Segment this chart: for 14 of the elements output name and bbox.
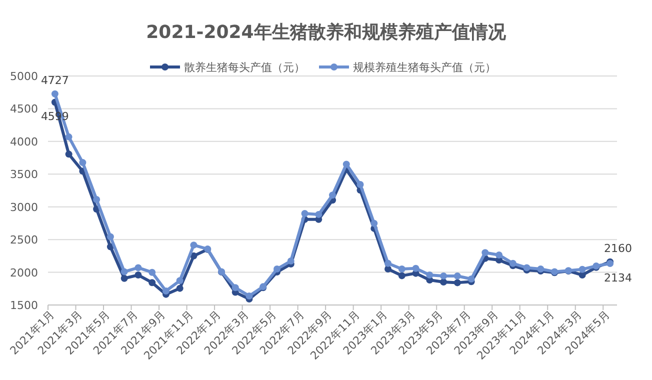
y-tick-label: 3500: [10, 168, 38, 182]
y-tick-label: 1500: [10, 299, 38, 312]
y-tick-label: 2500: [10, 234, 38, 247]
data-label: 2160: [604, 242, 632, 255]
y-tick-label: 4000: [10, 135, 38, 148]
chart-title: 2021-2024年生猪散养和规模养殖产值情况: [146, 22, 507, 43]
legend-label: 散养生猪每头产值（元）: [184, 61, 305, 74]
data-label: 2134: [604, 272, 632, 285]
y-tick-label: 4500: [10, 102, 38, 116]
y-tick-label: 5000: [10, 70, 38, 83]
y-tick-label: 3000: [10, 200, 38, 214]
data-label: 4727: [40, 74, 69, 87]
legend-label: 规模养殖生猪每头产值（元）: [353, 61, 496, 74]
y-tick-label: 2000: [10, 266, 38, 280]
